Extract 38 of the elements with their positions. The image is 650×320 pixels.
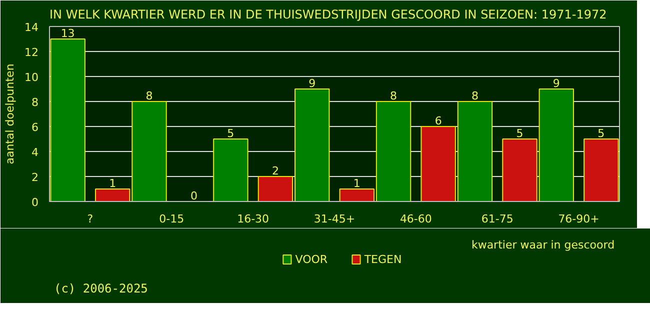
y-tick-label: 14 — [24, 21, 39, 34]
data-label: 2 — [272, 164, 279, 178]
chart-title: IN WELK KWARTIER WERD ER IN DE THUISWEDSTRIJDEN GESCOORD IN SEIZOEN: 1971-1972 — [50, 8, 607, 22]
bar — [213, 138, 248, 202]
data-label: 9 — [552, 77, 560, 90]
data-label: 9 — [308, 77, 316, 90]
data-label: 5 — [516, 127, 524, 140]
x-tick-label: 16-30 — [237, 212, 270, 226]
data-label: 8 — [390, 90, 398, 102]
data-label: 1 — [353, 177, 360, 190]
y-tick-label: 0 — [32, 196, 38, 209]
data-label: 0 — [190, 190, 198, 202]
x-axis-title: kwartier waar in gescoord — [471, 238, 615, 252]
bar — [584, 138, 619, 202]
y-tick-label: 10 — [24, 71, 39, 84]
data-label: 1 — [109, 177, 116, 190]
data-label: 5 — [227, 127, 234, 140]
y-tick-label: 6 — [32, 121, 38, 134]
data-label: 13 — [60, 27, 75, 40]
y-tick-label: 12 — [24, 46, 39, 59]
data-label: 8 — [471, 90, 478, 102]
x-tick-label: 61-75 — [481, 212, 514, 226]
legend-label: VOOR — [295, 253, 328, 266]
x-tick-label: 76-90+ — [558, 212, 600, 226]
data-label: 5 — [598, 127, 605, 140]
y-tick-label: 4 — [32, 146, 38, 159]
y-tick-label: 8 — [32, 96, 38, 109]
x-tick-label: 0-15 — [159, 212, 184, 226]
legend-label: TEGEN — [363, 253, 402, 266]
x-tick-label: ? — [87, 212, 94, 226]
y-axis-title: aantal doelpunten — [4, 64, 17, 164]
x-tick-label: 46-60 — [400, 212, 432, 226]
bar — [50, 38, 86, 202]
data-label: 8 — [146, 90, 153, 102]
x-tick-label: 31-45+ — [314, 212, 356, 226]
text: (c) 2006-2025 — [54, 282, 148, 296]
data-label: 6 — [434, 114, 442, 128]
y-tick-label: 2 — [32, 171, 38, 184]
